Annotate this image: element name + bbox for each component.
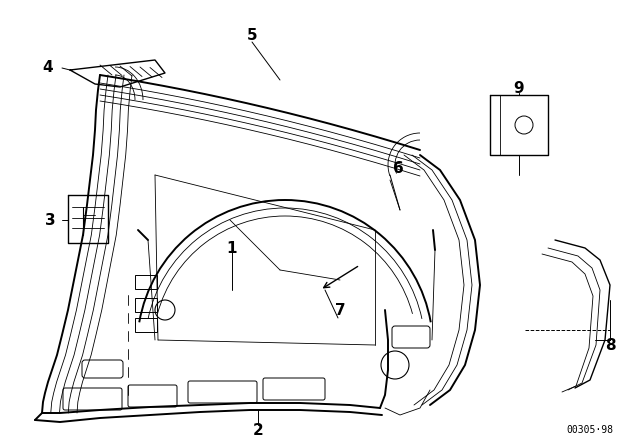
Text: 2: 2 bbox=[253, 422, 264, 438]
Text: 3: 3 bbox=[45, 212, 55, 228]
Bar bbox=[135, 298, 157, 312]
Text: 1: 1 bbox=[227, 241, 237, 255]
Text: 9: 9 bbox=[514, 81, 524, 95]
Bar bbox=[135, 275, 157, 289]
Text: 00305·98: 00305·98 bbox=[566, 425, 614, 435]
Text: 7: 7 bbox=[335, 302, 346, 318]
Text: 6: 6 bbox=[392, 160, 403, 176]
Text: 8: 8 bbox=[605, 337, 615, 353]
Text: 4: 4 bbox=[43, 60, 53, 74]
Bar bbox=[135, 318, 157, 332]
Text: 5: 5 bbox=[246, 27, 257, 43]
